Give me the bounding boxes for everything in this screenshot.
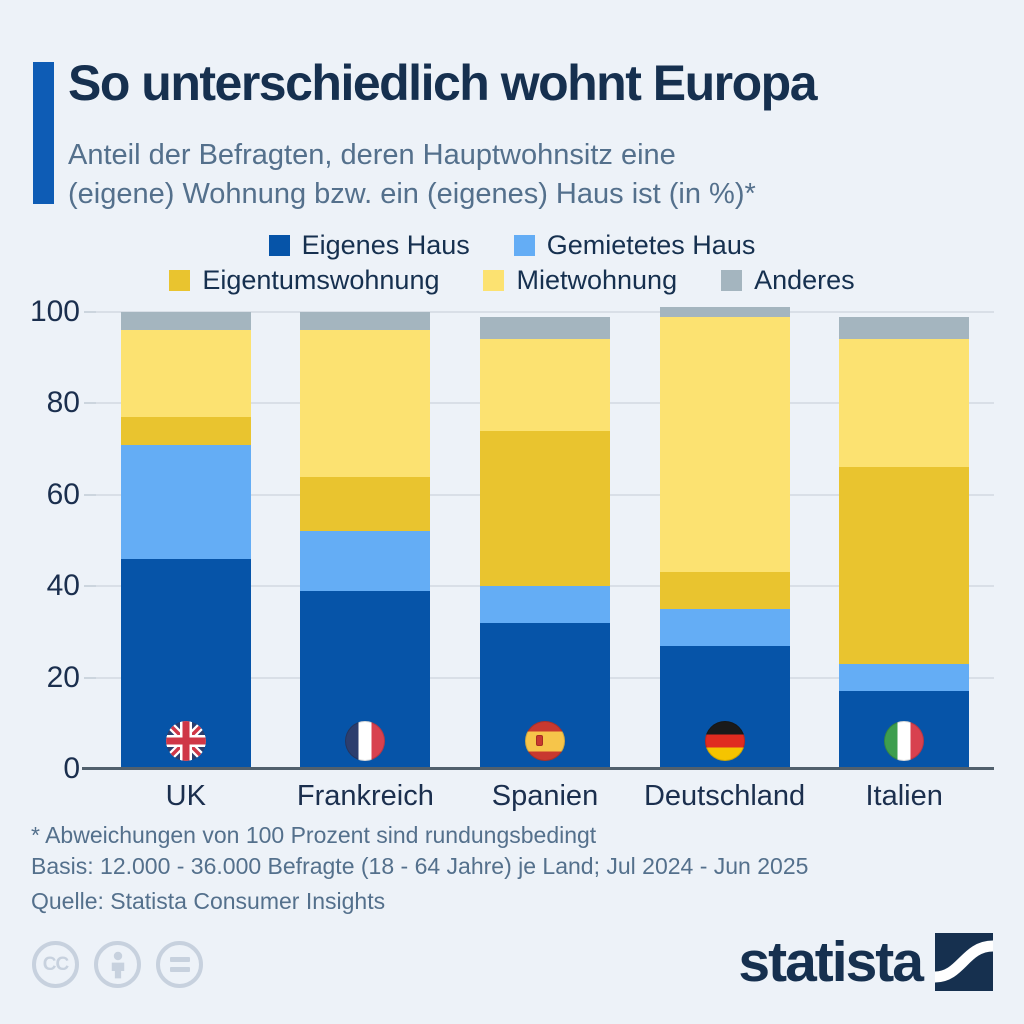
cc-icon: CC [32, 941, 79, 988]
y-axis: 0 20 40 60 80 100 [30, 295, 80, 785]
legend-item: Gemietetes Haus [513, 230, 756, 261]
y-tick-label: 100 [29, 295, 80, 328]
legend-swatch-icon [483, 270, 505, 291]
bar-segment [120, 330, 251, 418]
bar-slot [635, 307, 815, 769]
legend-swatch-icon [169, 270, 191, 291]
flag-es-icon [524, 721, 565, 761]
bar-segment [839, 316, 970, 340]
legend: Eigenes Haus Gemietetes Haus Eigentumswohn… [0, 230, 1024, 296]
bar-segment [479, 316, 610, 340]
bar-segment [479, 430, 610, 587]
legend-row: Eigentumswohnung Mietwohnung Anderes [169, 265, 855, 296]
bar-fr [300, 312, 431, 769]
legend-label: Gemietetes Haus [546, 230, 756, 260]
plot-area [82, 307, 994, 770]
flag-de-icon [704, 721, 745, 761]
bar-segment [839, 663, 970, 692]
legend-label: Anderes [754, 265, 855, 295]
y-tick-mark [84, 402, 96, 405]
x-axis-line [82, 767, 994, 770]
bar-uk [120, 312, 251, 769]
y-tick-mark [84, 311, 96, 313]
legend-swatch-icon [721, 270, 743, 291]
page-title: So unterschiedlich wohnt Europa [68, 55, 818, 111]
bar-segment [659, 609, 790, 646]
statista-logo-text: statista [738, 930, 924, 994]
y-tick-label: 0 [63, 752, 80, 785]
bar-slot [455, 316, 635, 769]
bar-segment [839, 339, 970, 468]
subtitle-line-2: (eigene) Wohnung bzw. ein (eigenes) Haus… [68, 178, 756, 210]
bar-segment [659, 316, 790, 573]
bar-segment [120, 444, 251, 559]
y-tick-label: 40 [46, 569, 80, 603]
bar-segment [120, 312, 251, 331]
x-axis-label: Frankreich [296, 780, 434, 812]
bar-slot [814, 316, 994, 769]
legend-swatch-icon [513, 235, 535, 256]
bar-it [839, 316, 970, 769]
bar-slot [276, 312, 456, 769]
bar-segment [839, 467, 970, 664]
y-tick-mark [84, 676, 96, 679]
legend-item: Anderes [721, 265, 855, 296]
bar-segment [300, 476, 431, 532]
bar-segment [300, 312, 431, 331]
legend-label: Eigenes Haus [301, 230, 470, 260]
license-badges: CC [32, 941, 203, 988]
y-tick-mark [84, 585, 96, 588]
bar-segment [120, 417, 251, 445]
subtitle-line-1: Anteil der Befragten, deren Hauptwohnsit… [68, 139, 676, 171]
x-axis-label: Spanien [491, 780, 599, 812]
legend-row: Eigenes Haus Gemietetes Haus [268, 230, 756, 261]
y-tick-label: 60 [46, 477, 80, 511]
footnote-basis: Basis: 12.000 - 36.000 Befragte (18 - 64… [31, 853, 809, 879]
x-axis-labels: UK Frankreich Spanien Deutschland Italien [96, 780, 994, 813]
x-axis-label: UK [165, 780, 206, 812]
footnote-rounding: * Abweichungen von 100 Prozent sind rund… [31, 822, 597, 848]
y-tick-marks [84, 311, 96, 770]
subtitle: Anteil der Befragten, deren Hauptwohnsit… [68, 136, 968, 214]
no-derivatives-icon [156, 941, 203, 988]
x-axis-label: Deutschland [643, 780, 806, 812]
legend-item: Eigentumswohnung [169, 265, 439, 296]
flag-uk-icon [165, 721, 206, 761]
bar-segment [300, 330, 431, 477]
y-tick-label: 80 [46, 386, 80, 420]
flag-fr-icon [345, 721, 386, 761]
legend-label: Mietwohnung [516, 265, 678, 295]
bar-es [479, 316, 610, 769]
bars-row [96, 307, 994, 769]
bar-segment [479, 586, 610, 623]
bar-slot [96, 312, 276, 769]
bar-segment [659, 307, 790, 317]
spain-crest [535, 735, 543, 746]
accent-bar [33, 62, 54, 204]
bar-segment [300, 531, 431, 591]
chart: 0 20 40 60 80 100 UK Frankreich Spanien Deutschl… [30, 295, 994, 812]
bar-segment [479, 339, 610, 431]
legend-item: Eigenes Haus [268, 230, 470, 261]
y-tick-mark [84, 493, 96, 496]
bar-segment [659, 572, 790, 610]
gridline [96, 311, 994, 313]
y-tick-label: 20 [46, 660, 80, 694]
legend-label: Eigentumswohnung [202, 265, 440, 295]
statista-logo: statista [738, 929, 993, 995]
x-axis-label: Italien [865, 780, 943, 812]
bar-de [659, 307, 790, 769]
flag-it-icon [884, 721, 925, 761]
legend-swatch-icon [268, 235, 290, 256]
source-line: Quelle: Statista Consumer Insights [31, 888, 386, 914]
attribution-icon [94, 941, 141, 988]
statista-logomark-icon [935, 933, 993, 991]
legend-item: Mietwohnung [483, 265, 677, 296]
